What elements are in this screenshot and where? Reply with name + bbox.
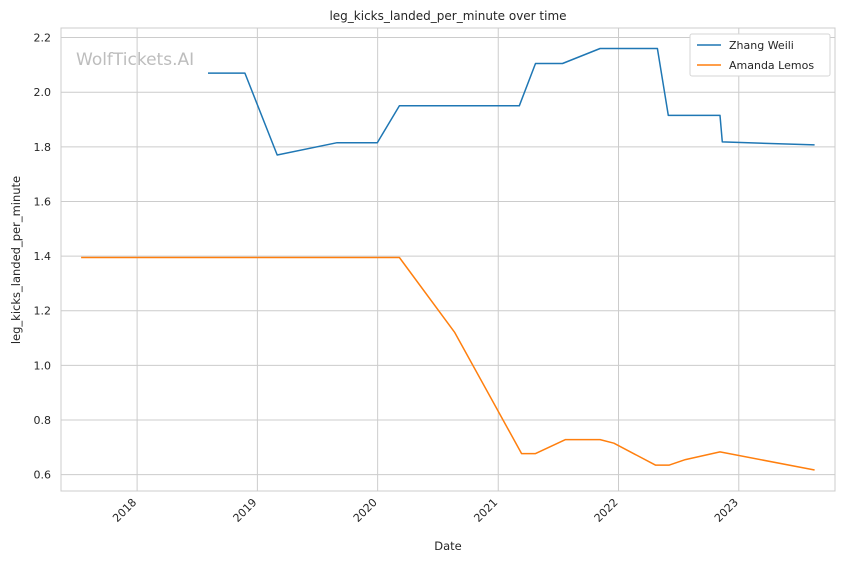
x-tick-label: 2021: [471, 496, 500, 525]
y-tick-label: 1.0: [34, 359, 52, 372]
y-tick-label: 2.2: [34, 32, 52, 45]
series-lines: [81, 47, 815, 471]
series-line-zhang-weili: [208, 47, 815, 156]
watermark: WolfTickets.AI: [76, 50, 194, 70]
y-tick-label: 0.6: [34, 469, 52, 482]
series-line-amanda-lemos: [81, 256, 815, 471]
x-tick-label: 2018: [110, 496, 139, 525]
x-tick-label: 2022: [592, 496, 621, 525]
legend-label-zhang-weili: Zhang Weili: [729, 39, 794, 52]
legend-label-amanda-lemos: Amanda Lemos: [729, 59, 814, 72]
y-axis-ticks: 0.6 0.8 1.0 1.2 1.4 1.6 1.8 2.0 2.2: [34, 32, 52, 482]
x-tick-label: 2019: [231, 496, 260, 525]
y-tick-label: 2.0: [34, 86, 52, 99]
x-axis-ticks: 2018 2019 2020 2021 2022 2023: [110, 496, 741, 525]
y-axis-label: leg_kicks_landed_per_minute: [9, 176, 23, 344]
legend: Zhang Weili Amanda Lemos: [689, 33, 831, 77]
y-tick-label: 1.4: [34, 250, 52, 263]
y-tick-label: 0.8: [34, 414, 52, 427]
x-axis-label: Date: [434, 539, 462, 553]
y-tick-label: 1.8: [34, 141, 52, 154]
grid: [61, 28, 835, 491]
y-tick-label: 1.6: [34, 195, 52, 208]
chart-title: leg_kicks_landed_per_minute over time: [329, 9, 566, 23]
x-tick-label: 2023: [712, 496, 741, 525]
legend-box: [689, 33, 831, 77]
plot-frame: [60, 27, 836, 492]
x-tick-label: 2020: [351, 496, 380, 525]
y-tick-label: 1.2: [34, 305, 52, 318]
